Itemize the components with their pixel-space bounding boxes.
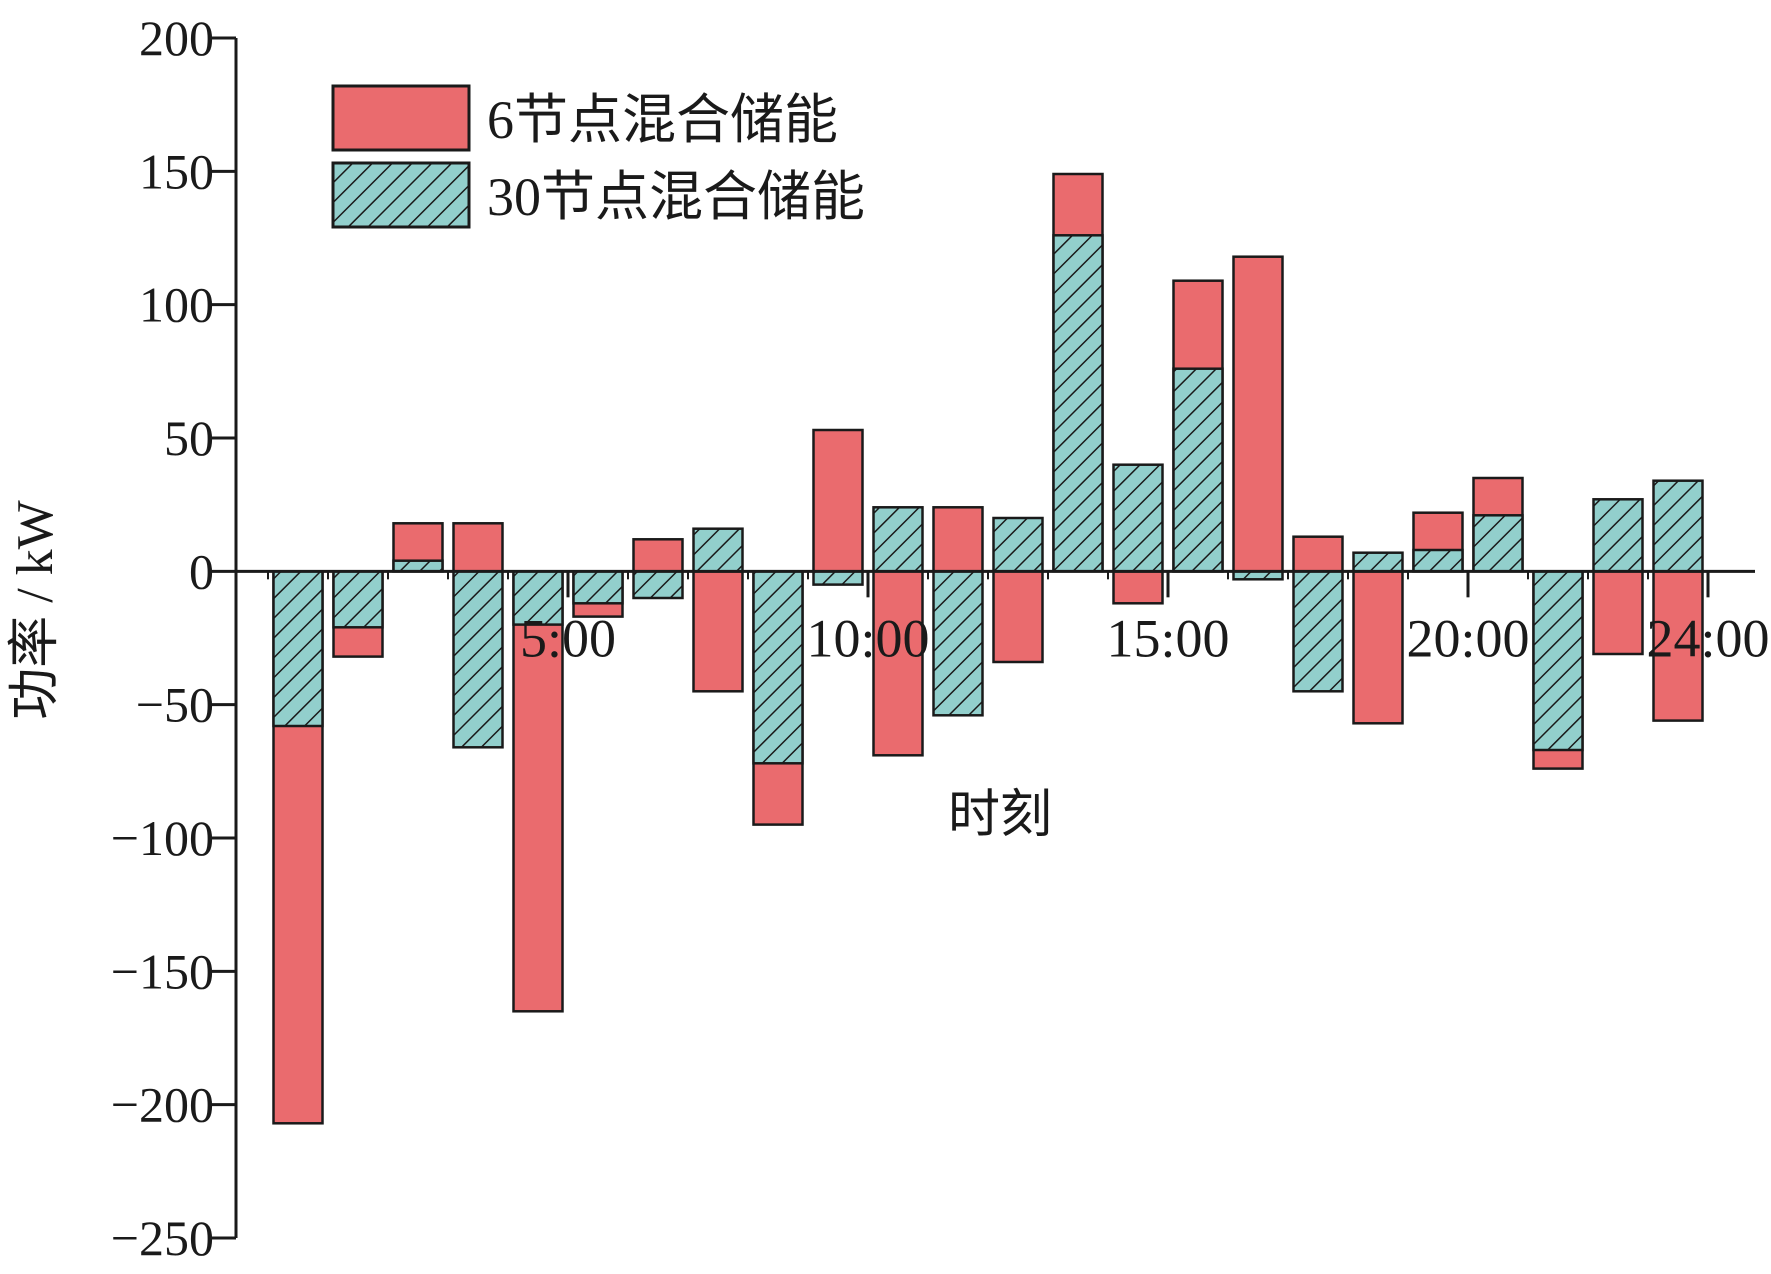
legend-swatch-6-node — [331, 84, 471, 152]
bar-30-node-6 — [572, 570, 624, 605]
x-tick-label: 24:00 — [1646, 608, 1769, 668]
y-tick-label: −250 — [111, 1210, 214, 1266]
legend: 6节点混合储能 30节点混合储能 — [331, 84, 865, 229]
x-tick-label: 5:00 — [520, 608, 616, 668]
bar-30-node-8 — [692, 527, 744, 573]
bar-6-node-15 — [1112, 570, 1164, 605]
bar-30-node-21 — [1472, 514, 1524, 573]
bar-30-node-16 — [1172, 367, 1224, 573]
bar-6-node-7 — [632, 538, 684, 573]
bar-6-node-5 — [512, 570, 564, 1013]
bar-30-node-20 — [1412, 548, 1464, 573]
legend-swatch-30-node — [331, 161, 471, 229]
bar-6-node-23 — [1592, 570, 1644, 656]
y-tick-label: 200 — [139, 10, 214, 66]
bar-6-node-12 — [932, 506, 984, 573]
legend-label-30-node: 30节点混合储能 — [487, 167, 865, 227]
x-tick-label: 10:00 — [806, 608, 929, 668]
y-tick-label: 50 — [164, 410, 214, 466]
y-axis-ticks: 200 150 100 50 0 −50 −100 −150 −200 −250 — [111, 10, 236, 1266]
bar-30-node-1 — [272, 570, 324, 728]
bar-30-node-4 — [452, 570, 504, 749]
bar-6-node-11 — [872, 570, 924, 757]
bar-30-node-9 — [752, 570, 804, 765]
legend-item-30-node: 30节点混合储能 — [331, 161, 865, 229]
y-axis-title: 功率 / kW — [7, 500, 64, 720]
bar-30-node-13 — [992, 516, 1044, 573]
bar-30-node-18 — [1292, 570, 1344, 693]
bar-6-node-4 — [452, 522, 504, 573]
bars-layer — [272, 172, 1704, 1125]
bar-6-node-19 — [1352, 570, 1404, 725]
bar-6-node-18 — [1292, 535, 1344, 573]
x-axis-ticks: 5:00 10:00 15:00 20:00 24:00 — [267, 571, 1770, 668]
bar-30-node-19 — [1352, 551, 1404, 573]
bar-30-node-24 — [1652, 479, 1704, 573]
bar-6-node-8 — [692, 570, 744, 693]
bar-30-node-23 — [1592, 498, 1644, 573]
bar-30-node-12 — [932, 570, 984, 717]
bar-6-node-24 — [1652, 570, 1704, 722]
y-tick-label: −150 — [111, 943, 214, 999]
bar-30-node-3 — [392, 559, 444, 573]
x-tick-label: 15:00 — [1106, 608, 1229, 668]
y-tick-label: −200 — [111, 1077, 214, 1133]
bar-30-node-7 — [632, 570, 684, 600]
bar-30-node-14 — [1052, 234, 1104, 573]
y-tick-label: −100 — [111, 810, 214, 866]
bar-6-node-17 — [1232, 255, 1284, 573]
y-tick-label: −50 — [136, 677, 214, 733]
bar-30-node-11 — [872, 506, 924, 573]
x-tick-label: 20:00 — [1406, 608, 1529, 668]
y-tick-label: 100 — [139, 277, 214, 333]
bar-30-node-15 — [1112, 463, 1164, 573]
bar-30-node-10 — [812, 570, 864, 586]
x-axis-title: 时刻 — [948, 787, 1052, 844]
bar-30-node-2 — [332, 570, 384, 629]
y-tick-label: 150 — [139, 143, 214, 199]
y-tick-label: 0 — [189, 543, 214, 599]
bar-6-node-13 — [992, 570, 1044, 664]
legend-item-6-node: 6节点混合储能 — [331, 84, 838, 152]
bar-30-node-22 — [1532, 570, 1584, 752]
bar-6-node-10 — [812, 428, 864, 573]
legend-label-6-node: 6节点混合储能 — [487, 90, 838, 150]
